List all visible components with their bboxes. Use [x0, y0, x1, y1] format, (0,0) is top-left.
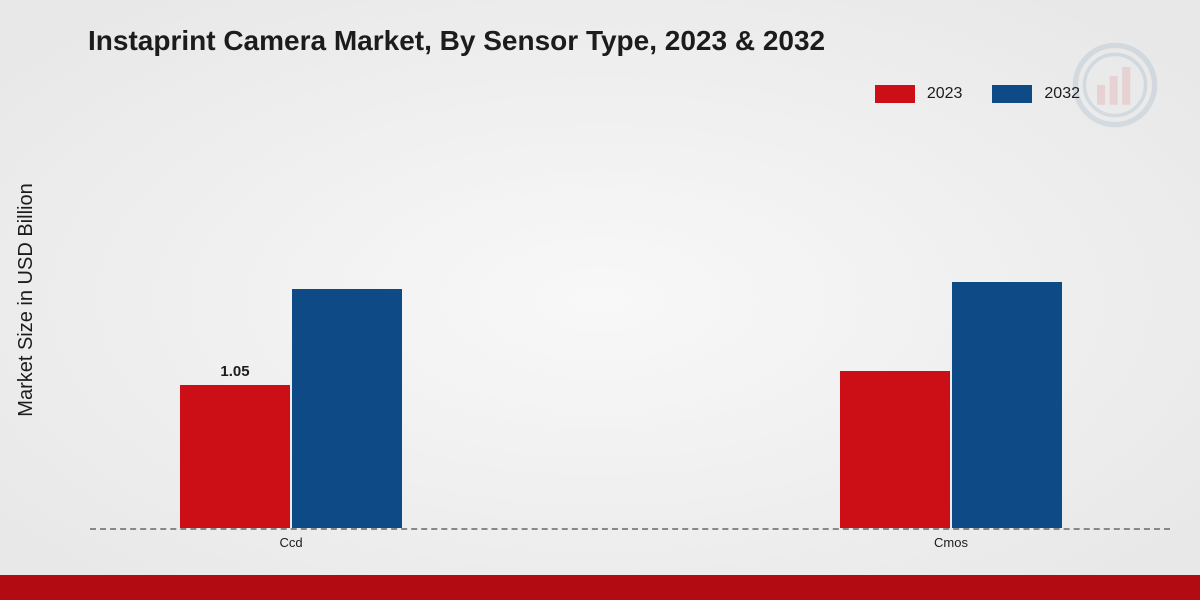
y-axis-label: Market Size in USD Billion — [15, 183, 38, 416]
x-axis-tick: Ccd — [279, 535, 302, 550]
legend: 2023 2032 — [875, 85, 1080, 103]
legend-swatch-2023 — [875, 85, 915, 103]
chart-title: Instaprint Camera Market, By Sensor Type… — [88, 25, 825, 57]
legend-swatch-2032 — [992, 85, 1032, 103]
legend-item-2023: 2023 — [875, 85, 963, 103]
bar-group — [840, 282, 1062, 528]
bar — [292, 289, 402, 528]
bar-value-label: 1.05 — [220, 363, 249, 380]
bar: 1.05 — [180, 385, 290, 529]
bar-group: 1.05 — [180, 289, 402, 528]
legend-item-2032: 2032 — [992, 85, 1080, 103]
plot-area: Ccd1.05Cmos — [90, 120, 1170, 530]
legend-label-2023: 2023 — [927, 85, 963, 103]
bar — [840, 371, 950, 528]
footer-bar — [0, 575, 1200, 600]
x-axis-tick: Cmos — [934, 535, 968, 550]
legend-label-2032: 2032 — [1044, 85, 1080, 103]
bar — [952, 282, 1062, 528]
watermark-logo — [1070, 40, 1160, 130]
